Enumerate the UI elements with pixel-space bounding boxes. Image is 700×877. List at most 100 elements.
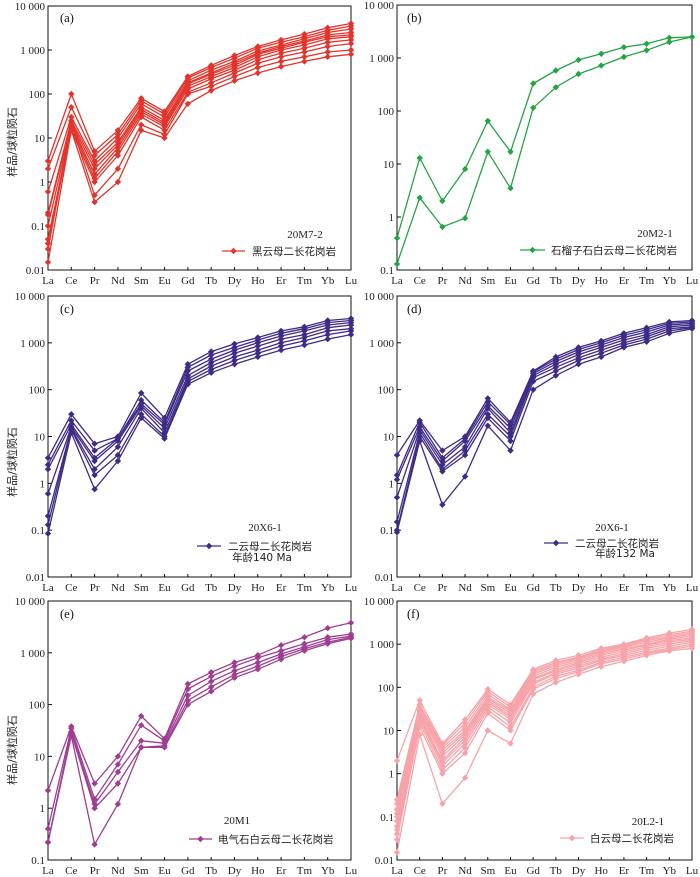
data-point	[91, 440, 98, 447]
x-tick-label: Er	[276, 275, 287, 287]
y-tick-label: 1 000	[20, 45, 45, 57]
data-point	[301, 53, 308, 60]
data-point	[393, 849, 401, 856]
data-point	[416, 433, 423, 440]
data-point	[301, 58, 308, 65]
series-line	[396, 643, 693, 835]
data-point	[393, 476, 401, 483]
data-point	[301, 341, 308, 349]
data-point	[277, 656, 285, 663]
data-point	[598, 62, 605, 69]
data-point	[208, 83, 215, 90]
series-line	[47, 330, 352, 525]
data-point	[254, 350, 261, 357]
series-line	[47, 321, 352, 470]
data-point	[530, 690, 537, 698]
data-point	[138, 396, 145, 404]
data-point	[416, 731, 423, 738]
data-point	[507, 727, 514, 734]
data-point	[44, 512, 52, 520]
data-point	[643, 40, 650, 47]
data-point	[324, 331, 331, 338]
data-point	[44, 839, 52, 846]
y-axis-title: 样品/球粒陨石	[5, 715, 19, 785]
data-point	[208, 362, 215, 370]
y-tick-label: 100	[29, 89, 46, 101]
legend-label: 黑云母二长花岗岩	[252, 245, 336, 258]
series-line	[47, 25, 352, 170]
y-tick-label: 0.1	[31, 525, 45, 537]
y-tick-label: 1 000	[20, 338, 45, 350]
data-point	[277, 49, 285, 57]
x-tick-label: Tb	[205, 865, 218, 877]
data-point	[114, 800, 122, 808]
y-tick-label: 0.1	[31, 855, 45, 867]
y-tick-label: 10	[383, 726, 395, 738]
legend-label: 白云母二长花岗岩	[590, 832, 674, 845]
data-point	[416, 723, 423, 731]
x-tick-label: Er	[276, 865, 287, 877]
data-point	[161, 131, 168, 138]
y-tick-label: 1	[389, 769, 395, 781]
data-point	[184, 372, 191, 379]
x-tick-label: Ce	[65, 582, 77, 594]
data-point	[231, 667, 238, 674]
data-point	[138, 389, 145, 397]
x-tick-label: Nd	[458, 275, 472, 287]
x-tick-label: La	[391, 582, 403, 594]
data-point	[324, 53, 331, 60]
data-point	[44, 466, 52, 473]
data-point	[439, 770, 446, 777]
x-tick-label: Lu	[345, 865, 358, 877]
x-tick-label: Ce	[65, 865, 77, 877]
data-point	[68, 417, 75, 424]
data-point	[254, 69, 261, 77]
y-tick-label: 10 000	[15, 596, 46, 608]
x-tick-label: Pr	[90, 865, 100, 877]
y-tick-label: 100	[378, 682, 395, 694]
series-line	[47, 317, 352, 459]
data-point	[552, 372, 559, 379]
data-point	[461, 473, 469, 480]
series-line	[396, 36, 693, 265]
series-line	[396, 641, 693, 830]
data-point	[161, 414, 168, 422]
data-point	[231, 340, 238, 348]
data-point	[347, 619, 355, 626]
series-line	[47, 31, 352, 213]
y-tick-label: 100	[29, 700, 46, 712]
series-line	[396, 647, 693, 853]
x-tick-label: Pr	[438, 275, 448, 287]
data-point	[598, 353, 605, 361]
y-tick-label: 1 000	[369, 53, 394, 65]
series-line	[47, 28, 352, 192]
data-point	[530, 686, 537, 693]
data-point	[416, 716, 423, 723]
data-point	[461, 736, 469, 744]
sample-label: 20X6-1	[248, 522, 282, 534]
y-tick-label: 100	[29, 385, 46, 397]
data-point	[507, 740, 514, 747]
data-point	[277, 58, 285, 65]
data-point	[301, 634, 308, 641]
data-point	[484, 706, 491, 714]
data-point	[138, 113, 145, 121]
data-point	[461, 749, 469, 757]
x-tick-label: Gd	[526, 582, 540, 594]
series-line	[47, 636, 352, 843]
y-tick-label: 1	[40, 803, 46, 815]
data-point	[114, 768, 122, 776]
y-tick-label: 1	[40, 177, 46, 189]
data-point	[138, 411, 145, 418]
data-point	[254, 60, 261, 67]
x-tick-label: Yb	[321, 865, 335, 877]
data-point	[461, 744, 469, 751]
data-point	[138, 100, 145, 107]
data-point	[91, 841, 98, 848]
data-point	[416, 194, 423, 201]
x-tick-label: Sm	[134, 865, 149, 877]
x-tick-label: Nd	[111, 582, 125, 594]
data-point	[347, 635, 355, 642]
x-tick-label: Ce	[414, 865, 426, 877]
data-point	[393, 260, 401, 268]
